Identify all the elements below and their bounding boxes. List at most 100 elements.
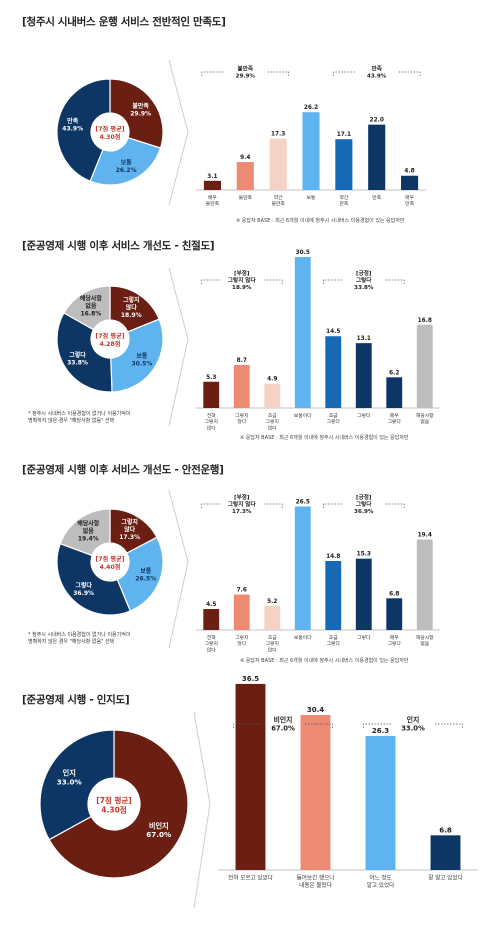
bar-value-label: 16.8 (418, 318, 432, 324)
bar (203, 180, 221, 190)
bar-value-label: 22.0 (370, 118, 384, 124)
donut-center-label: [7점 평균] (95, 332, 124, 340)
donut-slice (56, 542, 132, 616)
group-label: 29.9% (236, 73, 256, 79)
bar-value-label: 30.5 (296, 250, 310, 256)
bar (416, 539, 433, 630)
donut-slice-label: 그렇지 (123, 296, 140, 304)
donut-slice-label: 불만족 (132, 102, 149, 110)
base-note: ※ 응답자 BASE : 최근 6개월 이내에 청주시 시내버스 이용경험이 있… (236, 218, 405, 224)
category-label: 그렇다 (357, 412, 371, 419)
donut-slice-label: 26.5% (135, 576, 156, 583)
section-awareness: [준공영제 시행 - 인지도] 비인지 67.0% 인지 33.0% [7점 평균] 4.… (0, 672, 500, 938)
donut-center-label: 4.30점 (101, 805, 127, 815)
category-label: 내용은 몰랐다 (299, 881, 332, 889)
donut-slice-label: 않다 (126, 304, 138, 312)
category-label: 매우 (390, 412, 399, 419)
section-title: [준공영제 시행 - 인지도] (22, 694, 130, 706)
donut-center-label: 4.40점 (100, 563, 121, 571)
donut-slice-label: 해당사항 (80, 295, 103, 303)
category-label: 조금 (268, 413, 277, 419)
arrow-chevron (168, 267, 189, 427)
group-label: 비인지 (274, 715, 293, 724)
bar-value-label: 26.3 (372, 727, 389, 735)
arrow-chevron (168, 489, 189, 649)
donut-slice-label: 그렇다 (69, 351, 86, 359)
donut-slice-label: 보통 (136, 352, 148, 360)
section-title: [청주시 시내버스 운행 서비스 전반적인 만족도] (22, 16, 226, 28)
bar (264, 383, 281, 408)
category-label: 불만족 (239, 194, 253, 201)
donut-slice-label: 만족 (67, 117, 79, 125)
group-label: 17.3% (232, 509, 252, 515)
bar (386, 377, 403, 408)
bar-value-label: 26.2 (304, 105, 318, 111)
donut-slice (110, 318, 164, 393)
category-label: 매우 (208, 194, 217, 201)
category-label: 불만족 (272, 200, 286, 207)
bar-value-label: 6.8 (439, 826, 452, 834)
group-bracket (322, 503, 342, 508)
bar-value-label: 15.3 (357, 552, 371, 558)
donut-slice (56, 312, 113, 393)
group-label: 그렇다 (356, 500, 372, 508)
category-label: 매우 (405, 194, 414, 201)
bar (430, 835, 461, 870)
category-label: 그렇지 (205, 640, 218, 647)
bar-value-label: 3.1 (207, 174, 217, 180)
group-label: 33.0% (401, 724, 425, 732)
group-label: [긍정] (356, 493, 372, 501)
bar (233, 594, 250, 630)
donut-slice-label: 없음 (83, 527, 95, 535)
donut-slice (48, 729, 189, 879)
side-note-line: 명확하지 않은 경우 "해당사항 없음" 선택 (28, 418, 115, 424)
arrow-chevron (193, 711, 211, 909)
bar (300, 715, 331, 870)
bar-value-label: 30.4 (307, 706, 324, 714)
bar (269, 138, 287, 190)
category-label: 어느 정도 (369, 874, 391, 882)
group-label: [긍정] (356, 269, 372, 277)
group-bracket (385, 503, 405, 508)
group-bracket (435, 723, 463, 728)
category-label: 않다 (207, 647, 216, 654)
donut-slice (109, 78, 164, 149)
donut-slice-label: 비인지 (149, 822, 169, 831)
donut-slice-label: 17.3% (119, 534, 140, 541)
donut-slice-label: 30.5% (131, 360, 152, 367)
bar-value-label: 4.8 (404, 169, 414, 175)
group-bracket (263, 279, 283, 284)
bar (294, 257, 311, 408)
bar (203, 609, 220, 630)
category-label: 보통 (307, 195, 316, 201)
bar (203, 381, 220, 408)
category-label: 조금 (268, 635, 277, 641)
bar (368, 124, 386, 190)
side-note: * 청주시 시내버스 이용경험이 없거나 이용기억이 명확하지 않은 경우 "해… (28, 632, 178, 646)
bar (235, 683, 266, 870)
category-label: 않다 (268, 425, 277, 432)
bar (401, 175, 419, 190)
group-bracket (200, 279, 220, 284)
category-label: 불만족 (206, 200, 220, 207)
side-note-line: 명확하지 않은 경우 "해당사항 없음" 선택 (28, 639, 115, 645)
bar (335, 139, 353, 190)
category-label: 조금 (329, 635, 338, 641)
category-label: 그렇다 (388, 640, 402, 647)
group-bracket (267, 71, 290, 76)
category-label: 알고 있었다 (367, 881, 395, 889)
donut-slice-label: 19.4% (78, 535, 99, 542)
category-label: 그렇지 (205, 418, 218, 425)
group-label: 18.9% (232, 285, 252, 291)
section-title: [준공영제 시행 이후 서비스 개선도 - 안전운행] (22, 464, 224, 476)
category-label: 들어보긴 했으나 (297, 874, 335, 882)
donut-slice (39, 729, 115, 841)
category-label: 잘 알고 있었다 (428, 874, 462, 882)
bar (325, 336, 342, 408)
group-label: 그렇지 않다 (228, 276, 257, 284)
group-bracket (332, 71, 355, 76)
category-label: 전혀 (207, 634, 216, 641)
bar-value-label: 4.9 (267, 377, 277, 383)
group-label: 인지 (407, 715, 420, 724)
donut-slice-label: 없음 (85, 302, 97, 310)
